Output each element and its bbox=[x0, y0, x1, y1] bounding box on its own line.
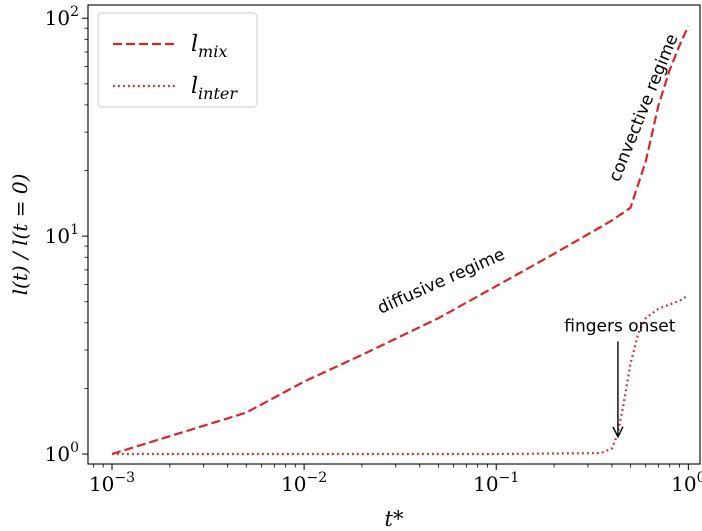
axes-frame bbox=[87, 4, 701, 465]
y-tick-label-base: 10 bbox=[45, 6, 70, 30]
x-tick-label-base: 10 bbox=[671, 472, 696, 496]
x-tick-label-base: 10 bbox=[473, 472, 498, 496]
y-tick-label-exponent: 2 bbox=[70, 4, 79, 20]
x-tick-label-base: 10 bbox=[89, 472, 114, 496]
x-tick-label: 10−3 bbox=[89, 470, 135, 496]
x-tick-label-exponent: −1 bbox=[499, 470, 520, 486]
legend-label: lmix bbox=[191, 32, 227, 61]
y-tick-label-exponent: 0 bbox=[70, 440, 79, 456]
legend-label-sub: inter bbox=[198, 84, 238, 103]
y-tick-label: 101 bbox=[45, 222, 79, 248]
x-tick-label-exponent: −3 bbox=[114, 470, 135, 486]
annotation-arrow-head bbox=[612, 426, 624, 439]
x-axis-label: t* bbox=[385, 507, 404, 531]
y-tick-label: 102 bbox=[45, 4, 79, 30]
x-tick-label: 100 bbox=[671, 470, 702, 496]
series-line-l_inter bbox=[112, 294, 689, 456]
annotation-text: convective regime bbox=[605, 31, 682, 184]
plot-area: diffusive regime convective regime fingers… bbox=[45, 4, 702, 496]
series-layer bbox=[111, 25, 690, 456]
legend-label-sub: mix bbox=[198, 42, 227, 61]
y-tick-label-base: 10 bbox=[45, 442, 70, 466]
y-tick-label-base: 10 bbox=[45, 224, 70, 248]
y-tick-label: 100 bbox=[45, 440, 79, 466]
x-tick-label: 10−1 bbox=[473, 470, 519, 496]
x-tick-label: 10−2 bbox=[281, 470, 327, 496]
y-axis-label: l(t) / l(t = 0) bbox=[8, 174, 32, 296]
x-tick-label-exponent: −2 bbox=[307, 470, 328, 486]
annotation-layer: diffusive regime convective regime fingers… bbox=[375, 31, 683, 439]
series-line-l_mix bbox=[111, 25, 690, 456]
legend-box bbox=[97, 12, 258, 108]
y-tick-label-exponent: 1 bbox=[70, 222, 79, 238]
legend-label-main: l bbox=[191, 32, 198, 57]
annotation-text: fingers onset bbox=[564, 317, 675, 337]
legend-label: linter bbox=[191, 74, 238, 103]
x-tick-label-base: 10 bbox=[281, 472, 306, 496]
annotation-text: diffusive regime bbox=[375, 245, 508, 319]
x-tick-label-exponent: 0 bbox=[697, 470, 702, 486]
legend-label-main: l bbox=[191, 74, 198, 99]
